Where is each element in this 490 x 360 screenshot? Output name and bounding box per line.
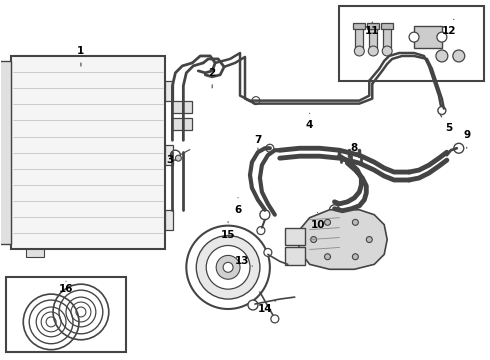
Text: 10: 10 (310, 212, 325, 230)
Circle shape (453, 50, 465, 62)
Circle shape (409, 32, 419, 42)
Bar (172, 118, 192, 130)
Bar (381, 23, 393, 29)
Bar (353, 23, 366, 29)
Text: 1: 1 (77, 46, 85, 66)
Circle shape (352, 219, 358, 225)
Circle shape (264, 248, 272, 256)
Bar (285, 228, 305, 246)
Bar (368, 23, 379, 29)
Circle shape (186, 226, 270, 309)
Text: 8: 8 (351, 143, 358, 162)
Circle shape (171, 150, 180, 160)
Text: 9: 9 (463, 130, 470, 148)
Circle shape (368, 46, 378, 56)
Text: 14: 14 (258, 301, 275, 314)
Circle shape (454, 143, 464, 153)
Circle shape (196, 235, 260, 299)
Circle shape (411, 49, 419, 57)
Circle shape (257, 227, 265, 235)
Circle shape (175, 155, 181, 161)
Text: 16: 16 (59, 281, 74, 294)
Circle shape (248, 300, 258, 310)
Text: 12: 12 (441, 19, 456, 36)
Text: 11: 11 (365, 22, 380, 36)
Text: 6: 6 (234, 198, 242, 215)
Circle shape (329, 205, 340, 215)
Text: 3: 3 (167, 149, 190, 165)
Bar (369, 26, 377, 48)
Circle shape (438, 107, 446, 114)
Bar (414, 26, 442, 48)
Circle shape (354, 46, 365, 56)
Bar (355, 26, 363, 48)
Circle shape (271, 315, 279, 323)
Bar (383, 26, 391, 48)
Circle shape (223, 262, 233, 272)
Text: 5: 5 (441, 115, 452, 134)
Bar (340, 6, 484, 81)
Bar (0, 61, 11, 244)
Circle shape (252, 96, 260, 105)
Circle shape (216, 255, 240, 279)
Text: 13: 13 (235, 256, 252, 266)
Polygon shape (298, 210, 387, 269)
Bar (11, 56, 166, 249)
Bar (285, 247, 305, 265)
Text: 7: 7 (254, 135, 262, 149)
Text: 2: 2 (209, 68, 216, 88)
Circle shape (352, 254, 358, 260)
Circle shape (260, 210, 270, 220)
Circle shape (324, 254, 331, 260)
Circle shape (382, 46, 392, 56)
Circle shape (206, 246, 250, 289)
Circle shape (436, 50, 448, 62)
Bar (26, 249, 44, 257)
Bar (166, 81, 173, 100)
Bar (6, 277, 125, 352)
Text: 4: 4 (306, 113, 313, 130)
Circle shape (324, 219, 331, 225)
Bar (166, 210, 173, 230)
Bar (166, 145, 173, 165)
Text: 15: 15 (221, 222, 235, 239)
Bar (172, 100, 192, 113)
Circle shape (367, 237, 372, 243)
Circle shape (437, 32, 447, 42)
Circle shape (266, 144, 274, 152)
Circle shape (311, 237, 317, 243)
